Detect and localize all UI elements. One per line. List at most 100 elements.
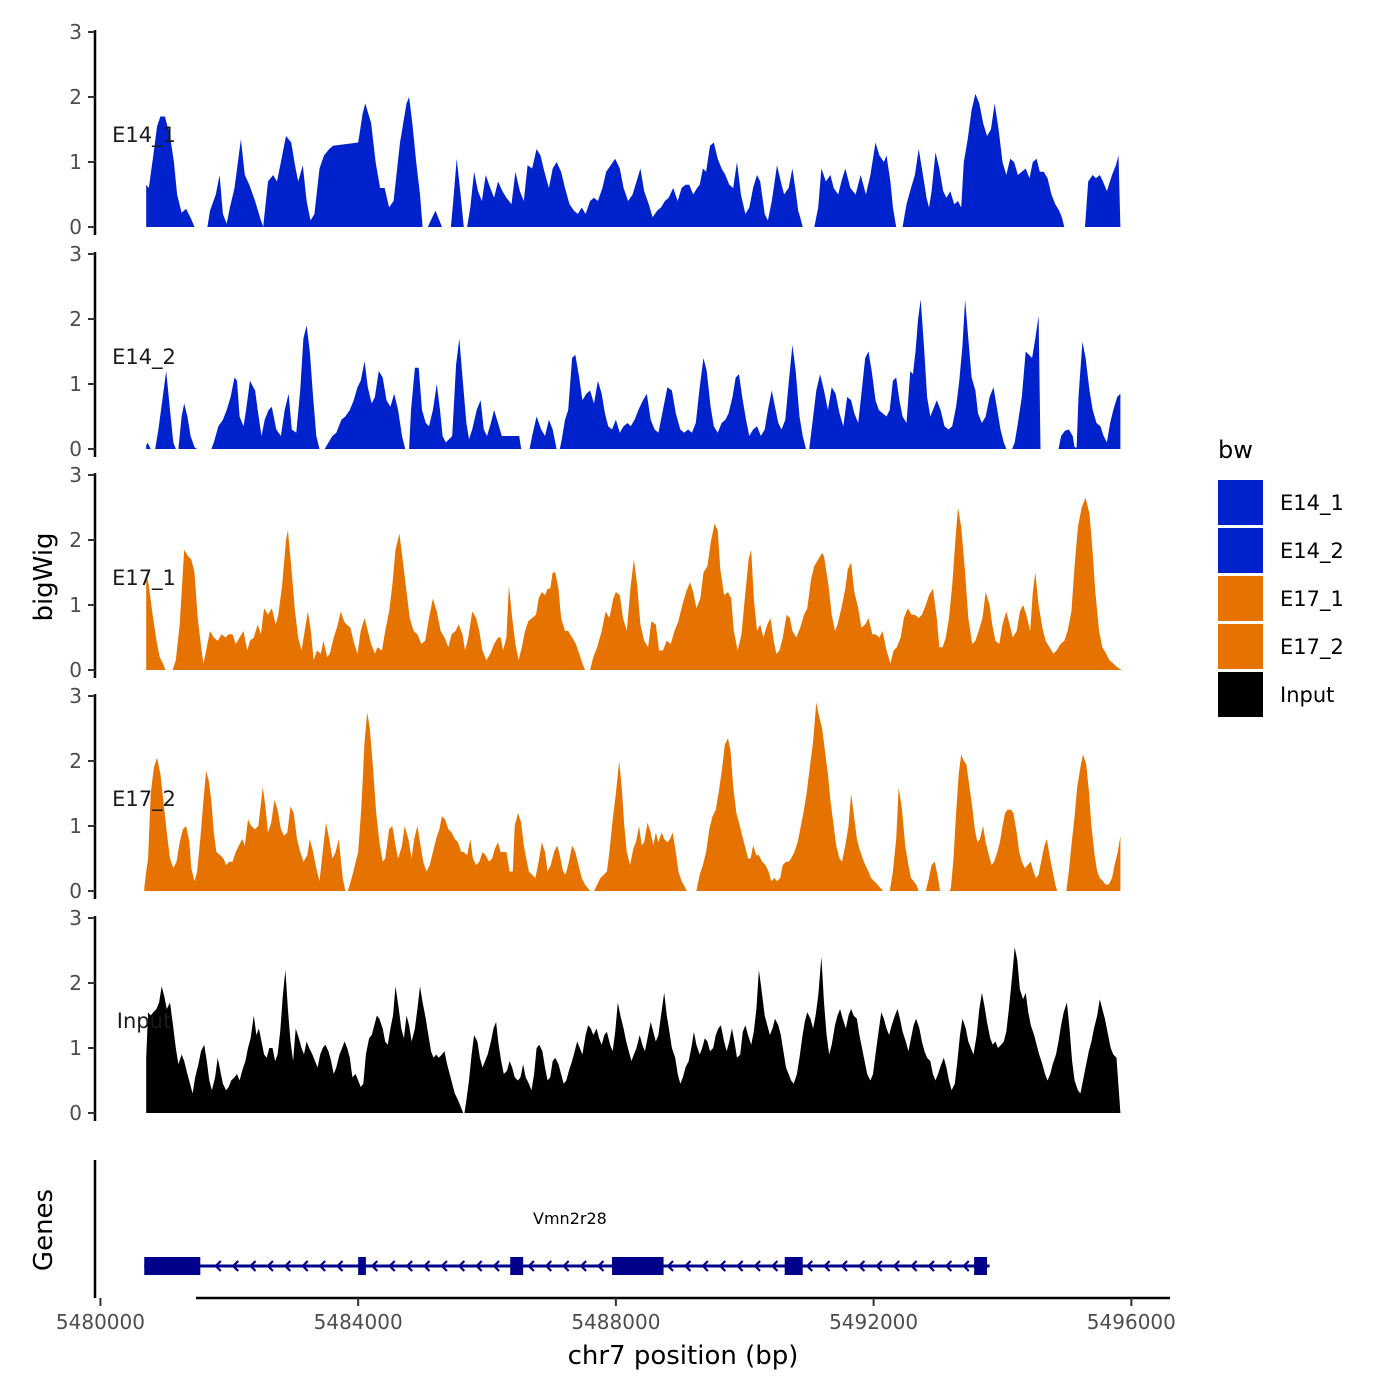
coverage-area-input (146, 947, 1121, 1113)
strand-arrow (388, 1260, 396, 1272)
track-label-e17-2: E17_2 (112, 787, 176, 812)
legend-item-e14-2: E14_2 (1218, 528, 1344, 573)
gene-exon (144, 1257, 201, 1275)
strand-arrow (405, 1260, 413, 1272)
legend: bw E14_1 E14_2 E17_1 E17_2 Input (1218, 436, 1344, 717)
strand-arrow (422, 1260, 431, 1272)
strand-arrow (562, 1260, 570, 1272)
strand-arrow (823, 1260, 831, 1272)
gene-exon (612, 1257, 664, 1275)
strand-arrow (736, 1260, 744, 1272)
strand-arrow (770, 1260, 779, 1272)
strand-arrow (231, 1260, 239, 1272)
strand-arrow (544, 1260, 553, 1272)
track-label-input: Input (117, 1009, 171, 1033)
track-e14-1: 0 1 2 3 E14_1 (69, 20, 1121, 239)
strand-arrow (266, 1260, 274, 1272)
gene-exon (974, 1257, 988, 1275)
x-tick-label: 5488000 (571, 1310, 660, 1334)
track-label-e14-2: E14_2 (112, 345, 176, 370)
x-tick-label: 5496000 (1087, 1310, 1176, 1334)
legend-swatch (1218, 576, 1263, 621)
coverage-area-e17-2 (144, 702, 1121, 891)
strand-arrow (753, 1260, 761, 1272)
legend-label: E14_2 (1280, 539, 1344, 564)
y-tick-label: 0 (69, 1101, 82, 1125)
y-tick-label: 3 (69, 20, 82, 44)
legend-label: Input (1280, 683, 1334, 707)
y-tick-label: 0 (69, 437, 82, 461)
legend-label: E14_1 (1280, 491, 1344, 516)
x-axis: 5480000 5484000 5488000 5492000 5496000 (56, 1296, 1176, 1334)
y-tick-label: 1 (69, 150, 82, 174)
y-tick-label: 1 (69, 814, 82, 838)
strand-arrow (492, 1260, 500, 1272)
gene-vmn2r28: Vmn2r28 (144, 1209, 990, 1275)
x-tick-label: 5480000 (56, 1310, 145, 1334)
legend-title: bw (1218, 436, 1253, 464)
strand-arrow (475, 1260, 483, 1272)
legend-item-e14-1: E14_1 (1218, 480, 1344, 525)
y-tick-label: 1 (69, 372, 82, 396)
strand-arrow (666, 1260, 674, 1272)
gene-exon (358, 1257, 366, 1275)
strand-arrow (579, 1260, 587, 1272)
y-tick-label: 0 (69, 658, 82, 682)
track-label-e14-1: E14_1 (112, 123, 176, 148)
legend-item-e17-2: E17_2 (1218, 624, 1344, 669)
gene-exon (784, 1257, 803, 1275)
y-tick-label: 0 (69, 879, 82, 903)
strand-arrow (962, 1260, 970, 1272)
y-tick-label: 2 (69, 971, 82, 995)
strand-arrow (596, 1260, 605, 1272)
y-tick-label: 1 (69, 593, 82, 617)
strand-arrow (875, 1260, 883, 1272)
legend-swatch (1218, 480, 1263, 525)
strand-arrow (214, 1260, 222, 1272)
y-tick-label: 1 (69, 1036, 82, 1060)
y-tick-label: 3 (69, 906, 82, 930)
strand-arrow (440, 1260, 448, 1272)
legend-item-e17-1: E17_1 (1218, 576, 1344, 621)
strand-arrow (944, 1260, 953, 1272)
y-axis-title: bigWig (29, 532, 59, 621)
y-tick-label: 3 (69, 684, 82, 708)
strand-arrow (718, 1260, 727, 1272)
strand-arrow (370, 1260, 379, 1272)
y-tick-label: 2 (69, 528, 82, 552)
strand-arrow (457, 1260, 466, 1272)
x-axis-title: chr7 position (bp) (568, 1341, 799, 1371)
legend-item-input: Input (1218, 672, 1334, 717)
strand-arrow (857, 1260, 866, 1272)
legend-swatch (1218, 624, 1263, 669)
y-tick-label: 3 (69, 463, 82, 487)
coverage-area-e17-1 (146, 497, 1122, 670)
strand-arrow (683, 1260, 692, 1272)
track-e17-2: 0 1 2 3 E17_2 (69, 684, 1121, 903)
strand-arrow (892, 1260, 901, 1272)
strand-arrow (283, 1260, 292, 1272)
y-tick-label: 2 (69, 749, 82, 773)
coverage-tracks: 0 1 2 3 E14_1 0 1 2 3 E14_2 0 1 2 3 E17_1 0 1 2 3 E17_2 0 1 2 3… (69, 20, 1122, 1125)
coverage-area-e14-1 (146, 93, 1121, 227)
x-tick-label: 5492000 (829, 1310, 918, 1334)
x-tick-label: 5484000 (314, 1310, 403, 1334)
legend-swatch (1218, 528, 1263, 573)
y-tick-label: 2 (69, 85, 82, 109)
y-tick-label: 0 (69, 215, 82, 239)
track-input: 0 1 2 3 Input (69, 906, 1121, 1125)
strand-arrow (910, 1260, 918, 1272)
legend-swatch (1218, 672, 1263, 717)
legend-label: E17_1 (1280, 587, 1344, 612)
strand-arrow (840, 1260, 848, 1272)
genes-axis-title: Genes (29, 1189, 59, 1271)
track-e14-2: 0 1 2 3 E14_2 (69, 242, 1121, 461)
gene-label: Vmn2r28 (533, 1209, 607, 1228)
strand-arrow (318, 1260, 326, 1272)
track-label-e17-1: E17_1 (112, 566, 176, 591)
strand-arrow (301, 1260, 309, 1272)
strand-arrow (701, 1260, 709, 1272)
strand-arrow (927, 1260, 935, 1272)
track-e17-1: 0 1 2 3 E17_1 (69, 463, 1122, 682)
